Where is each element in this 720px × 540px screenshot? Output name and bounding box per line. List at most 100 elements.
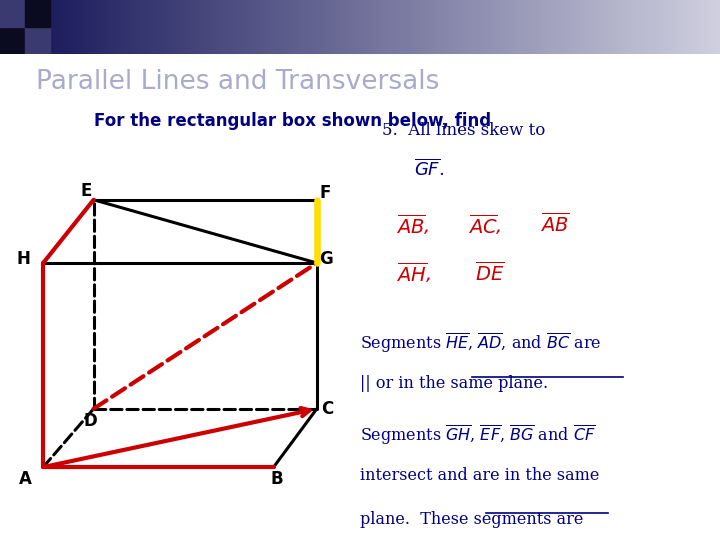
- Bar: [576, 0, 580, 54]
- Bar: [270, 0, 274, 54]
- Bar: [655, 0, 659, 54]
- Bar: [0, 0, 25, 27]
- Bar: [533, 0, 536, 54]
- Bar: [18, 0, 22, 54]
- Bar: [558, 0, 562, 54]
- Bar: [457, 0, 461, 54]
- Bar: [644, 0, 648, 54]
- Bar: [346, 0, 349, 54]
- Bar: [230, 0, 234, 54]
- Bar: [277, 0, 281, 54]
- Text: Segments $\overline{GH}$, $\overline{EF}$, $\overline{BG}$ and $\overline{CF}$: Segments $\overline{GH}$, $\overline{EF}…: [360, 423, 595, 447]
- Bar: [184, 0, 187, 54]
- Bar: [320, 0, 324, 54]
- Bar: [461, 0, 464, 54]
- Text: $\overline{AB}$,: $\overline{AB}$,: [396, 212, 430, 237]
- Bar: [216, 0, 220, 54]
- Bar: [439, 0, 443, 54]
- Bar: [511, 0, 515, 54]
- Bar: [130, 0, 133, 54]
- Bar: [148, 0, 151, 54]
- Text: H: H: [16, 250, 30, 268]
- Bar: [241, 0, 245, 54]
- Bar: [342, 0, 346, 54]
- Bar: [108, 0, 112, 54]
- Bar: [0, 27, 25, 54]
- Bar: [25, 0, 50, 27]
- Bar: [544, 0, 547, 54]
- Bar: [569, 0, 572, 54]
- Bar: [504, 0, 508, 54]
- Bar: [400, 0, 403, 54]
- Bar: [104, 0, 108, 54]
- Bar: [374, 0, 378, 54]
- Bar: [356, 0, 360, 54]
- Text: $\overline{AC}$,: $\overline{AC}$,: [468, 212, 502, 237]
- Text: Segments $\overline{HE}$, $\overline{AD}$, and $\overline{BC}$ are: Segments $\overline{HE}$, $\overline{AD}…: [360, 331, 601, 355]
- Bar: [594, 0, 598, 54]
- Bar: [58, 0, 61, 54]
- Bar: [256, 0, 259, 54]
- Bar: [479, 0, 482, 54]
- Bar: [72, 0, 76, 54]
- Bar: [79, 0, 83, 54]
- Text: G: G: [319, 250, 333, 268]
- Bar: [454, 0, 457, 54]
- Bar: [677, 0, 680, 54]
- Bar: [464, 0, 468, 54]
- Bar: [709, 0, 713, 54]
- Bar: [619, 0, 623, 54]
- Bar: [562, 0, 565, 54]
- Bar: [119, 0, 122, 54]
- Bar: [331, 0, 335, 54]
- Bar: [234, 0, 238, 54]
- Bar: [212, 0, 216, 54]
- Bar: [86, 0, 90, 54]
- Bar: [472, 0, 475, 54]
- Bar: [349, 0, 353, 54]
- Bar: [94, 0, 97, 54]
- Bar: [673, 0, 677, 54]
- Bar: [335, 0, 338, 54]
- Bar: [47, 0, 50, 54]
- Bar: [338, 0, 342, 54]
- Bar: [202, 0, 205, 54]
- Text: intersect and are in the same: intersect and are in the same: [360, 467, 599, 484]
- Bar: [421, 0, 425, 54]
- Bar: [554, 0, 558, 54]
- Bar: [565, 0, 569, 54]
- Bar: [702, 0, 706, 54]
- Bar: [68, 0, 72, 54]
- Bar: [446, 0, 450, 54]
- Bar: [137, 0, 140, 54]
- Bar: [292, 0, 295, 54]
- Bar: [238, 0, 241, 54]
- Bar: [436, 0, 439, 54]
- Bar: [666, 0, 670, 54]
- Bar: [180, 0, 184, 54]
- Bar: [360, 0, 364, 54]
- Text: For the rectangular box shown below, find: For the rectangular box shown below, fin…: [94, 112, 491, 130]
- Bar: [605, 0, 608, 54]
- Bar: [324, 0, 328, 54]
- Bar: [526, 0, 529, 54]
- Bar: [227, 0, 230, 54]
- Bar: [637, 0, 641, 54]
- Bar: [295, 0, 299, 54]
- Bar: [32, 0, 36, 54]
- Bar: [310, 0, 313, 54]
- Bar: [61, 0, 65, 54]
- Bar: [410, 0, 414, 54]
- Bar: [540, 0, 544, 54]
- Text: F: F: [320, 184, 331, 201]
- Bar: [695, 0, 698, 54]
- Bar: [389, 0, 392, 54]
- Bar: [22, 0, 25, 54]
- Bar: [155, 0, 158, 54]
- Bar: [7, 0, 11, 54]
- Bar: [713, 0, 716, 54]
- Bar: [166, 0, 169, 54]
- Bar: [382, 0, 385, 54]
- Bar: [551, 0, 554, 54]
- Bar: [169, 0, 173, 54]
